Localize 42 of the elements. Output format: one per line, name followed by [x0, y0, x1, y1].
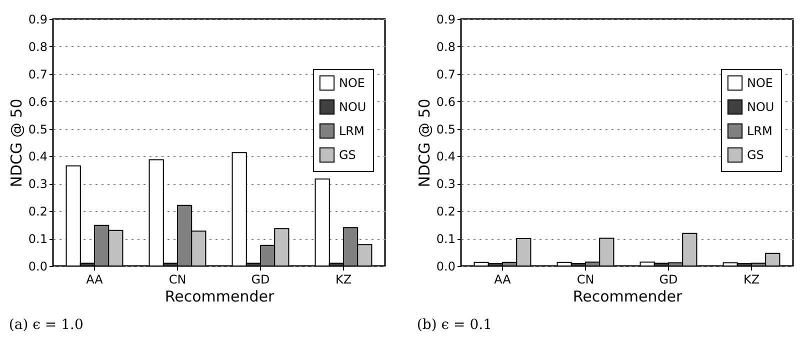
y-tick-label: 0.5	[28, 122, 48, 136]
y-tick-label: 0.6	[28, 94, 48, 109]
x-tick-label: AA	[86, 272, 104, 286]
legend-label: NOE	[747, 76, 774, 90]
legend-label: GS	[339, 148, 356, 162]
y-tick-label: 0.7	[436, 67, 456, 82]
y-tick-label: 0.0	[436, 260, 456, 274]
text: (b) ϵ = 0.1	[416, 317, 492, 333]
y-tick-label: 0.4	[436, 150, 456, 164]
x-tick-label: GD	[659, 272, 678, 286]
legend-label: LRM	[339, 124, 364, 138]
y-tick-label: 0.3	[436, 177, 456, 192]
y-tick-label: 0.2	[436, 204, 456, 219]
y-tick-label: 0.9	[436, 12, 456, 26]
y-axis-title: NDCG @ 50	[7, 98, 26, 188]
text: (a) ϵ = 1.0	[8, 317, 84, 333]
legend-label: GS	[747, 148, 764, 162]
y-tick-label: 0.1	[28, 232, 48, 246]
y-tick-label: 0.0	[28, 260, 48, 274]
y-tick-label: 0.1	[436, 232, 456, 246]
x-axis-title: Recommender	[164, 288, 275, 306]
x-tick-label: CN	[576, 272, 594, 286]
legend-label: NOU	[339, 100, 366, 114]
y-tick-label: 0.3	[28, 177, 48, 192]
x-tick-label: AA	[494, 272, 512, 286]
y-tick-label: 0.2	[28, 204, 48, 219]
y-tick-label: 0.4	[28, 150, 48, 164]
y-tick-label: 0.6	[436, 94, 456, 109]
x-tick-label: CN	[168, 272, 186, 286]
y-tick-label: 0.7	[28, 67, 48, 82]
legend-label: NOE	[339, 76, 366, 90]
legend-label: NOU	[747, 100, 774, 114]
y-tick-label: 0.8	[436, 40, 456, 54]
y-tick-label: 0.9	[28, 12, 48, 26]
x-tick-label: GD	[251, 272, 270, 286]
x-tick-label: KZ	[743, 272, 760, 286]
y-tick-label: 0.5	[436, 122, 456, 136]
x-axis-title: Recommender	[572, 288, 683, 306]
y-tick-label: 0.8	[28, 40, 48, 54]
y-axis-title: NDCG @ 50	[415, 98, 434, 188]
legend-label: LRM	[747, 124, 772, 138]
x-tick-label: KZ	[335, 272, 352, 286]
